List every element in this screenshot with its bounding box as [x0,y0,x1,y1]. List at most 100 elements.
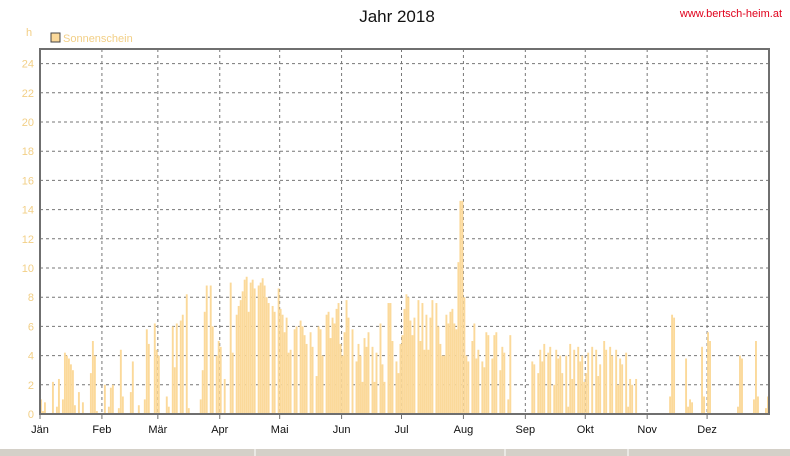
bar-Sep-13 [549,346,552,414]
bar-Mai-26 [329,338,332,414]
bar-Aug-19 [499,370,502,414]
x-axis-ticks: Jän Feb Mär Apr Mai Jun Jul Aug Sep Okt Nov Dez [31,414,717,436]
bar-Mai-20 [317,326,320,414]
bar-Nov-14 [673,317,676,414]
bar-Jän-22 [81,402,84,414]
bar-Mär-27 [209,285,212,414]
bar-Sep-24 [571,378,574,414]
bar-Jän-13 [63,352,66,414]
bar-Apr-11 [239,300,242,414]
bar-Mär-23 [201,370,204,414]
bar-Jun-2 [343,332,346,414]
bar-Jul-1 [401,335,404,414]
bar-Aug-5 [471,341,474,414]
bar-Dez-17 [739,355,741,414]
bar-Sep-16 [555,349,558,414]
bar-Jul-29 [457,262,460,414]
bar-Sep-10 [543,343,546,414]
website-link[interactable]: www.bertsch-heim.at [679,8,782,20]
bar-Jän-15 [67,358,70,414]
bar-Jul-21 [441,355,444,414]
bar-Apr-24 [265,297,268,414]
bar-Aug-8 [477,349,480,414]
y-tick-label-6: 6 [28,321,34,333]
bar-Jul-23 [445,314,448,414]
bar-Okt-23 [629,378,632,414]
bar-Dez-24 [753,399,755,414]
bar-Jul-30 [459,200,462,414]
x-tick-label-Apr: Apr [211,424,228,436]
bar-Apr-10 [237,305,240,414]
bar-Mai-1 [279,308,282,414]
bar-Feb-11 [121,396,124,414]
bar-Aug-2 [465,355,468,414]
bar-Apr-28 [273,311,276,414]
x-tick-label-Aug: Aug [454,424,474,436]
bar-Mai-11 [299,320,302,414]
bar-Jän-26 [89,373,92,414]
bar-Aug-24 [509,335,512,414]
bar-Sep-28 [579,361,582,414]
bar-Nov-21 [687,406,690,414]
bar-Sep-21 [565,355,568,414]
bar-Mai-6 [289,349,292,414]
bar-Jul-4 [407,297,410,414]
bar-Mai-25 [327,311,330,414]
bar-Apr-14 [245,276,248,414]
bar-Okt-24 [631,384,634,414]
bar-Feb-6 [111,384,114,414]
bar-Jän-10 [57,378,60,414]
bar-Jul-26 [451,308,454,414]
bar-Aug-16 [493,335,496,414]
bar-Okt-19 [621,364,624,414]
bar-Jun-20 [379,323,382,414]
bar-Jun-22 [383,381,386,414]
grid [40,49,769,414]
bar-Mai-16 [309,332,312,414]
bar-Apr-25 [267,303,270,414]
bar-Mär-16 [187,408,190,414]
bar-Jän-14 [65,355,68,414]
bar-Mär-30 [215,355,218,414]
bar-Okt-22 [627,406,630,414]
bar-Aug-10 [481,361,484,414]
bar-Sep-12 [547,352,550,414]
bar-Mär-9 [173,367,176,414]
x-tick-label-Jän: Jän [31,424,49,436]
bar-Aug-6 [473,323,476,414]
bar-Dez-30 [765,408,767,414]
bar-Mai-2 [281,314,284,414]
bar-Jul-3 [405,294,408,414]
bar-Jun-9 [357,343,360,414]
bar-Feb-24 [147,343,150,414]
bar-Jun-29 [397,373,400,414]
bar-Jun-3 [345,300,348,414]
bar-Jul-15 [429,317,432,414]
bar-Mär-22 [199,399,202,414]
bar-Sep-7 [537,373,540,414]
bottom-strip [0,449,790,456]
x-tick-label-Nov: Nov [637,424,657,436]
bar-Apr-9 [235,314,238,414]
bar-Jul-19 [437,326,440,414]
bar-Mai-14 [305,343,308,414]
x-tick-label-Mär: Mär [148,424,167,436]
y-tick-label-16: 16 [22,175,34,187]
y-tick-label-14: 14 [22,205,34,217]
bar-Jul-12 [423,349,426,414]
bar-Mai-31 [339,343,342,414]
bar-Mai-9 [295,326,298,414]
bar-Aug-1 [463,297,466,414]
bar-Feb-27 [153,323,156,414]
bar-Okt-18 [619,358,622,414]
bar-Jun-25 [389,303,392,414]
bar-Feb-10 [119,349,122,414]
y-tick-label-20: 20 [22,117,34,129]
bar-Jun-30 [399,343,402,414]
bar-Okt-7 [597,376,600,414]
bar-Mai-5 [287,352,290,414]
bar-Mär-1 [157,355,160,414]
bar-Apr-16 [249,282,252,414]
